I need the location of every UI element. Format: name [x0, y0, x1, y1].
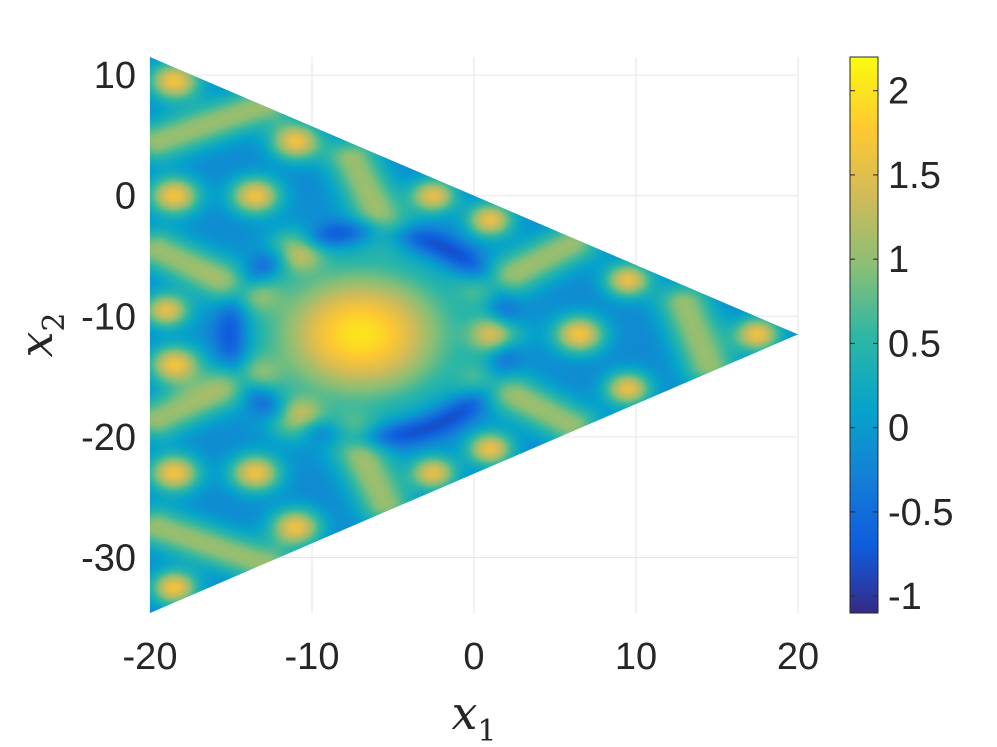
colorbar-outline	[849, 56, 879, 614]
y-tick-label: -10	[81, 296, 136, 338]
y-axis-label: x2	[9, 312, 72, 357]
y-tick-label: -30	[81, 538, 136, 580]
x-tick-label: -20	[123, 636, 178, 678]
x-tick-label: 10	[615, 636, 657, 678]
y-tick-label: -20	[81, 417, 136, 459]
x-tick-label: 0	[463, 636, 484, 678]
x-axis-label: x1	[451, 686, 496, 747]
colorbar-tick-label: 0.5	[888, 323, 941, 365]
colorbar-ticks: 2 1.5 1 0.5 0 -0.5 -1	[850, 71, 953, 618]
colorbar-tick-label: 1.5	[888, 155, 941, 197]
colorbar-tick-label: 1	[888, 239, 909, 281]
y-tick-label: 0	[115, 176, 136, 218]
y-tick-label: 10	[94, 55, 136, 97]
colorbar-tick-label: 2	[888, 71, 909, 113]
x-tick-label: -10	[285, 636, 340, 678]
colorbar-gradient	[850, 57, 878, 613]
x-tick-label: 20	[777, 636, 819, 678]
x-axis-ticks: -20 -10 0 10 20	[123, 636, 820, 678]
colorbar: 2 1.5 1 0.5 0 -0.5 -1	[849, 56, 953, 618]
colorbar-tick-label: -1	[888, 576, 922, 618]
colorbar-tick-label: -0.5	[888, 492, 953, 534]
colorbar-tick-label: 0	[888, 408, 909, 450]
y-axis-ticks: 10 0 -10 -20 -30	[81, 55, 136, 579]
plot-axes	[149, 57, 799, 613]
